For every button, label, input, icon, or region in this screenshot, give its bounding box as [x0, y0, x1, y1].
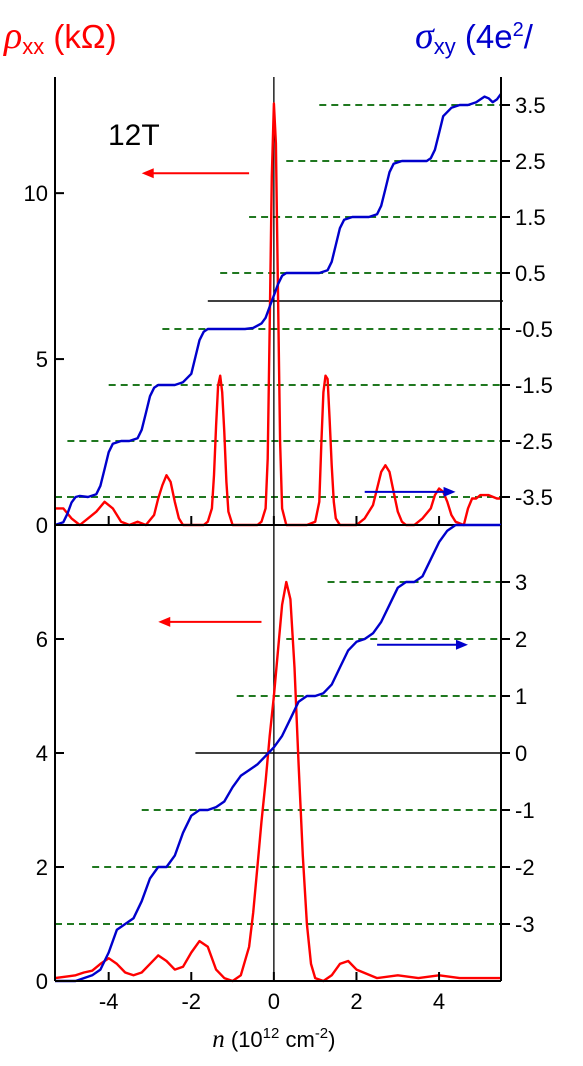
panel-bottom-right-tick-label-1: 2 — [515, 627, 527, 652]
panel-top-right-tick-label-1: 2.5 — [515, 149, 546, 174]
panel-bottom-x-tick-label-0: -4 — [99, 989, 119, 1014]
x-axis-label-sup: 12 — [263, 1025, 280, 1042]
panel-bottom-left-tick-label-3: 6 — [36, 627, 48, 652]
panel-bottom-right-tick-label-3: 0 — [515, 741, 527, 766]
panel-top-sigma-arrow-head — [443, 486, 456, 497]
x-axis-label-sup2: -2 — [315, 1025, 328, 1042]
panel-top-rho-arrow-head — [141, 168, 154, 179]
rho-subscript: xx — [22, 34, 45, 59]
panel-top-right-tick-label-4: -0.5 — [515, 317, 553, 342]
panel-top-left-tick-label-2: 10 — [24, 181, 48, 206]
sigma-axis-title: σxy (4e2/ — [415, 14, 533, 60]
panel-bottom-rho-arrow — [158, 616, 262, 627]
panel-bottom-left-tick-label-2: 4 — [36, 741, 48, 766]
panel-bottom-x-tick-label-2: 0 — [268, 989, 280, 1014]
panel-top-right-tick-label-5: -1.5 — [515, 373, 553, 398]
panel-bottom-rho-xx-line — [54, 580, 501, 983]
sigma-unit-post: / — [523, 18, 533, 55]
sigma-subscript: xy — [433, 34, 456, 59]
panel-bottom-x-tick-label-1: -2 — [181, 989, 201, 1014]
panel-bottom-x-tick-label-4: 4 — [433, 989, 445, 1014]
sigma-unit-sup: 2 — [512, 19, 524, 41]
panel-bottom-rho-arrow-head — [158, 616, 171, 627]
panel-top-field-label: 12T — [108, 119, 160, 152]
sigma-symbol: σ — [415, 15, 434, 57]
sigma-unit-pre: (4e — [464, 18, 513, 55]
x-axis-label: n (1012 cm-2) — [212, 1025, 335, 1053]
rho-unit: (kΩ) — [53, 18, 117, 55]
panel-bottom-sigma-xy-line — [55, 523, 501, 983]
panel-bottom-left-tick-label-1: 2 — [36, 855, 48, 880]
panel-bottom-x-tick-label-3: 2 — [350, 989, 362, 1014]
panel-top-right-tick-label-3: 0.5 — [515, 261, 546, 286]
panel-bottom-sigma-arrow-head — [455, 639, 468, 650]
rho-axis-title: ρxx (kΩ) — [4, 14, 117, 60]
panel-bottom-right-tick-label-2: 1 — [515, 684, 527, 709]
panel-bottom-right-tick-label-5: -2 — [515, 855, 535, 880]
x-axis-label-cm: cm — [279, 1027, 314, 1052]
panel-top-left-tick-label-1: 5 — [36, 347, 48, 372]
panel-top-rho-xx-line — [55, 102, 501, 527]
panel-top-sigma-xy-line — [54, 93, 502, 527]
panel-bottom-left-tick-label-0: 0 — [36, 969, 48, 994]
panel-bottom-right-tick-label-0: 3 — [515, 570, 527, 595]
panel-top-right-tick-label-7: -3.5 — [515, 485, 553, 510]
panel-bottom-right-tick-label-6: -3 — [515, 912, 535, 937]
rho-symbol: ρ — [4, 15, 23, 57]
x-axis-label-var: n — [212, 1026, 225, 1053]
panel-top-sigma-arrow — [364, 486, 456, 497]
panel-bottom-sigma-arrow — [377, 639, 468, 650]
panel-top-rho-arrow — [141, 168, 250, 179]
x-axis-label-unit: (10 — [225, 1027, 263, 1052]
panel-top-left-tick-label-0: 0 — [36, 513, 48, 538]
panel-top-right-tick-label-0: 3.5 — [515, 93, 546, 118]
x-axis-label-close: ) — [328, 1027, 335, 1052]
panel-top-right-tick-label-6: -2.5 — [515, 429, 553, 454]
panel-top-right-tick-label-2: 1.5 — [515, 205, 546, 230]
panel-bottom-right-tick-label-4: -1 — [515, 798, 535, 823]
